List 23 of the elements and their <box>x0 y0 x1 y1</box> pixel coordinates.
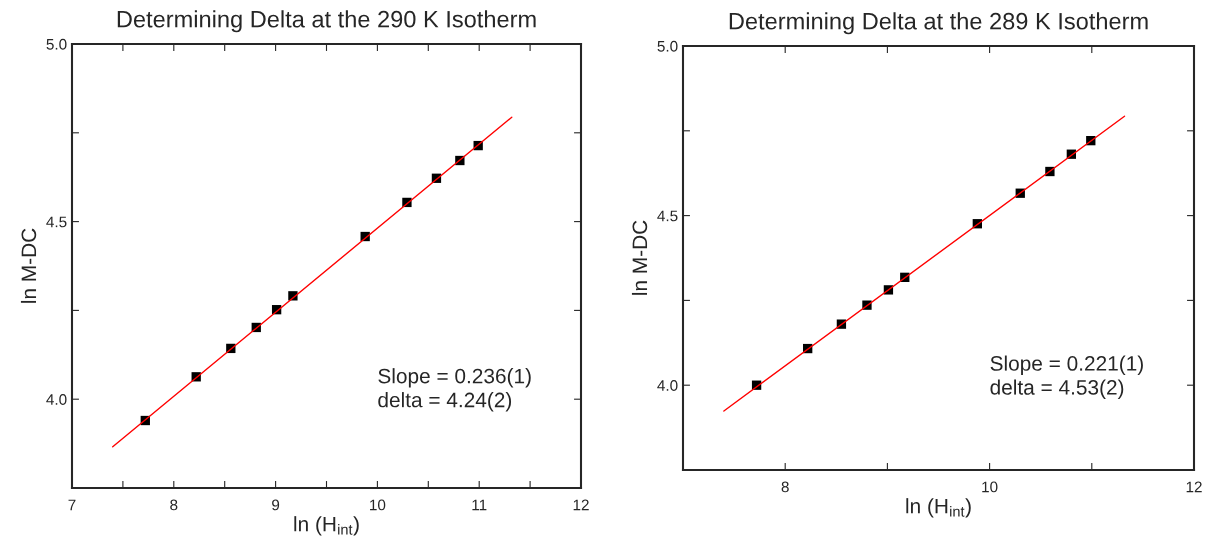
y-tick-label: 4.5 <box>46 216 67 228</box>
x-axis-title: ln (H$_{int}$) <box>906 498 971 518</box>
y-tick-label: 5.0 <box>46 38 67 50</box>
chart-title: Determining Delta at the 290 K Isotherm <box>117 10 536 33</box>
chart-title: Determining Delta at the 289 K Isotherm <box>729 12 1148 35</box>
x-tick-label: 11 <box>472 499 487 511</box>
y-axis-title: ln M-DC <box>20 228 37 303</box>
annotation: Slope = 0.236(1) delta = 4.24(2) <box>378 368 531 412</box>
y-tick-label: 4.0 <box>657 380 678 391</box>
x-tick-label: 10 <box>982 481 998 493</box>
x-axis-title: ln (H$_{int}$) <box>294 516 359 536</box>
y-tick-label: 4.5 <box>657 210 678 222</box>
x-tick-label: 12 <box>573 499 589 511</box>
y-tick-label: 5.0 <box>657 40 678 52</box>
x-tick-label: 8 <box>170 499 178 511</box>
annotation: Slope = 0.221(1) delta = 4.53(2) <box>990 355 1143 399</box>
x-tick-label: 9 <box>272 499 280 511</box>
x-tick-label: 12 <box>1186 481 1202 493</box>
x-tick-label: 10 <box>370 499 386 511</box>
y-axis-title: ln M-DC <box>631 220 648 295</box>
x-tick-label: 8 <box>781 481 789 493</box>
x-tick-label: 7 <box>68 499 76 511</box>
y-tick-label: 4.0 <box>46 394 67 405</box>
